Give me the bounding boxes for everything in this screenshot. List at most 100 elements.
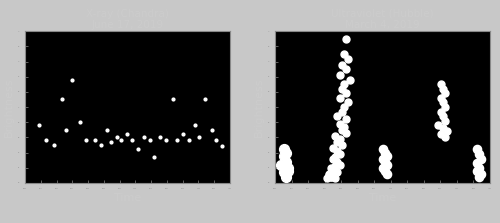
Point (118, 139, 126, 142)
Title: Ultraviolet (Hubble)
March 4, 2019: Ultraviolet (Hubble) March 4, 2019 (331, 9, 434, 31)
Point (329, 169, 337, 173)
Point (212, 139, 220, 142)
Point (134, 148, 142, 151)
Point (329, 157, 337, 160)
Point (340, 125, 348, 128)
Point (68, 78, 76, 82)
Title: X-ray (Chandra)
June 17, 2019: X-ray (Chandra) June 17, 2019 (86, 9, 169, 31)
Point (478, 157, 486, 160)
Point (331, 167, 339, 171)
Point (76, 120, 84, 124)
Point (475, 175, 483, 179)
Point (342, 67, 350, 71)
Point (338, 87, 345, 91)
Point (336, 122, 344, 126)
Point (378, 166, 386, 169)
Point (334, 160, 342, 163)
Point (473, 169, 481, 173)
Point (334, 149, 342, 153)
Point (383, 163, 391, 166)
Point (436, 132, 444, 136)
Point (338, 63, 345, 66)
Point (128, 139, 136, 142)
Point (280, 148, 287, 151)
Point (50, 143, 58, 147)
Point (441, 105, 449, 109)
Point (179, 132, 187, 136)
Point (331, 155, 339, 159)
Point (434, 124, 442, 127)
Point (97, 143, 105, 147)
Y-axis label: Brightness: Brightness (254, 77, 264, 137)
Point (443, 130, 451, 133)
Point (338, 110, 345, 113)
Point (329, 172, 337, 176)
Y-axis label: Brightness: Brightness (4, 77, 14, 137)
Point (336, 163, 344, 166)
Point (441, 92, 449, 95)
Point (329, 146, 337, 150)
Point (478, 172, 486, 176)
Point (473, 161, 481, 165)
Point (218, 145, 226, 148)
Point (185, 139, 193, 142)
Point (168, 98, 176, 101)
Point (208, 128, 216, 132)
Point (336, 96, 344, 100)
Point (436, 96, 444, 100)
Point (140, 136, 148, 139)
Point (342, 92, 350, 95)
Point (336, 152, 344, 156)
Point (475, 166, 483, 169)
Point (331, 134, 339, 138)
Point (282, 160, 290, 163)
Point (322, 177, 330, 180)
Point (124, 132, 132, 136)
Point (438, 101, 446, 104)
Point (191, 124, 199, 127)
Point (344, 57, 352, 60)
Point (378, 148, 386, 151)
Point (325, 172, 333, 176)
Point (438, 114, 446, 118)
Point (342, 131, 350, 135)
Point (473, 148, 481, 151)
Point (331, 164, 339, 168)
Point (162, 139, 170, 142)
Point (441, 136, 449, 139)
Point (278, 163, 285, 166)
Point (82, 139, 90, 142)
Point (150, 155, 158, 159)
Point (62, 128, 70, 132)
Point (344, 101, 352, 104)
Point (282, 151, 290, 154)
Point (334, 170, 342, 174)
Point (342, 117, 350, 121)
Point (195, 136, 203, 139)
Point (329, 173, 337, 177)
Point (327, 175, 335, 179)
Point (340, 52, 348, 56)
Point (156, 136, 164, 139)
Point (336, 137, 344, 141)
Point (107, 140, 115, 144)
Point (346, 78, 354, 82)
Point (438, 126, 446, 130)
Point (280, 154, 287, 157)
Point (340, 83, 348, 86)
Point (336, 73, 344, 77)
Point (334, 114, 342, 118)
Point (284, 169, 292, 173)
Point (338, 143, 345, 147)
Point (327, 166, 335, 169)
Point (475, 152, 483, 156)
Point (340, 105, 348, 109)
Point (327, 175, 335, 179)
Point (436, 110, 444, 113)
Point (441, 119, 449, 122)
Point (342, 37, 350, 41)
Point (331, 177, 339, 180)
Point (338, 128, 345, 132)
Point (284, 166, 292, 169)
Point (280, 170, 287, 174)
